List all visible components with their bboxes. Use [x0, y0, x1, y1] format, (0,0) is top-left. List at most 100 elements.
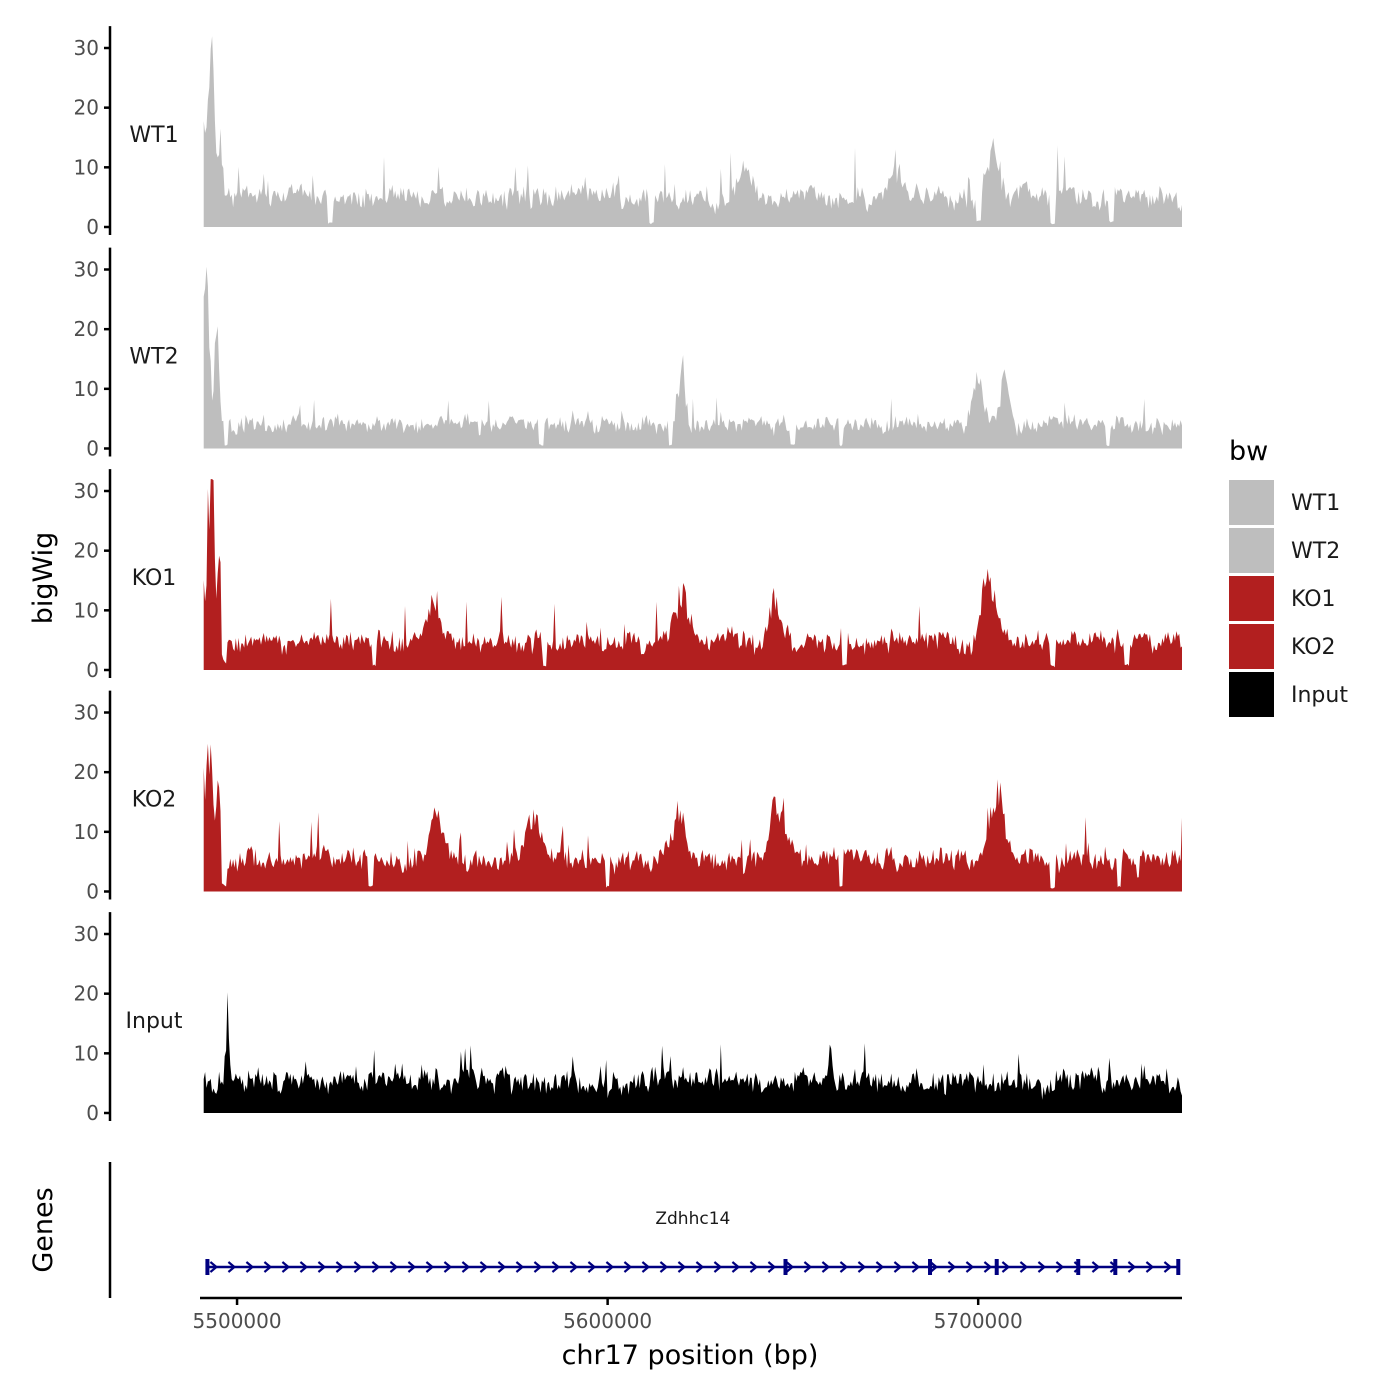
strand-arrow	[875, 1261, 885, 1273]
strand-arrow	[335, 1261, 345, 1273]
coverage-tracks: 0 10 20 30 WT1 0 10 20 30 WT2 0 10 20 30 KO1 0 10 20 30 KO2…	[74, 26, 1182, 1125]
legend-label: WT2	[1291, 539, 1340, 564]
legend-swatch-ko2	[1229, 624, 1274, 669]
coverage-area-input	[203, 992, 1182, 1113]
track-label: WT1	[129, 123, 178, 148]
strand-arrow	[569, 1261, 579, 1273]
track-input: 0 10 20 30 Input	[74, 912, 1182, 1125]
coverage-area-ko2	[203, 743, 1182, 892]
legend-swatch-ko1	[1229, 576, 1274, 621]
y-tick-label: 0	[86, 437, 99, 461]
legend-title: bw	[1229, 436, 1268, 467]
legend-swatch-input	[1229, 672, 1274, 717]
strand-arrow	[479, 1261, 489, 1273]
x-axis-title: chr17 position (bp)	[562, 1340, 819, 1371]
strand-arrow	[317, 1261, 327, 1273]
y-tick-label: 20	[74, 982, 99, 1006]
strand-arrow	[659, 1261, 669, 1273]
strand-arrow	[749, 1261, 759, 1273]
strand-arrow	[281, 1261, 291, 1273]
strand-arrow	[587, 1261, 597, 1273]
strand-arrow	[911, 1261, 921, 1273]
y-tick-label: 30	[74, 701, 99, 725]
track-wt1: 0 10 20 30 WT1	[74, 26, 1182, 239]
legend-swatch-wt2	[1229, 528, 1274, 573]
strand-arrow	[497, 1261, 507, 1273]
legend-label: Input	[1291, 683, 1348, 708]
coverage-area-ko1	[203, 479, 1182, 670]
y-tick-label: 20	[74, 96, 99, 120]
y-tick-label: 30	[74, 36, 99, 60]
y-tick-label: 10	[74, 377, 99, 401]
x-tick-label: 5500000	[193, 1309, 282, 1333]
strand-arrow	[839, 1261, 849, 1273]
strand-arrow	[605, 1261, 615, 1273]
y-tick-label: 10	[74, 155, 99, 179]
y-tick-label: 0	[86, 215, 99, 239]
strand-arrow	[389, 1261, 399, 1273]
gene-exon	[783, 1259, 788, 1275]
strand-arrow	[965, 1261, 975, 1273]
genes-axis-title: Genes	[28, 1187, 59, 1272]
strand-arrow	[767, 1261, 777, 1273]
gene-exon	[928, 1259, 933, 1275]
strand-arrow	[461, 1261, 471, 1273]
coverage-area-wt1	[203, 36, 1182, 227]
strand-arrow	[1127, 1261, 1137, 1273]
y-tick-label: 10	[74, 598, 99, 622]
strand-arrow	[731, 1261, 741, 1273]
strand-arrow	[1037, 1261, 1047, 1273]
track-wt2: 0 10 20 30 WT2	[74, 247, 1182, 461]
legend-label: KO2	[1291, 635, 1336, 660]
y-axis-title: bigWig	[28, 532, 59, 625]
strand-arrow	[893, 1261, 903, 1273]
strand-arrow	[821, 1261, 831, 1273]
strand-arrow	[371, 1261, 381, 1273]
strand-arrow	[425, 1261, 435, 1273]
y-tick-label: 20	[74, 317, 99, 341]
legend-label: WT1	[1291, 491, 1340, 516]
strand-arrow	[785, 1261, 795, 1273]
strand-arrow	[1163, 1261, 1173, 1273]
y-tick-label: 30	[74, 922, 99, 946]
y-tick-label: 30	[74, 479, 99, 503]
track-ko2: 0 10 20 30 KO2	[74, 690, 1182, 904]
strand-arrow	[857, 1261, 867, 1273]
strand-arrow	[209, 1261, 219, 1273]
strand-arrow	[1055, 1261, 1065, 1273]
strand-arrow	[533, 1261, 543, 1273]
strand-arrow	[677, 1261, 687, 1273]
y-tick-label: 0	[86, 880, 99, 904]
y-tick-label: 0	[86, 658, 99, 682]
strand-arrow	[803, 1261, 813, 1273]
strand-arrow	[263, 1261, 273, 1273]
strand-arrow	[1019, 1261, 1029, 1273]
strand-arrow	[1001, 1261, 1011, 1273]
track-label: KO2	[132, 788, 177, 813]
y-tick-label: 30	[74, 258, 99, 282]
strand-arrow	[695, 1261, 705, 1273]
gene-exon	[1176, 1259, 1181, 1275]
track-label: WT2	[129, 345, 178, 370]
strand-arrow	[515, 1261, 525, 1273]
y-tick-label: 20	[74, 539, 99, 563]
strand-arrow	[641, 1261, 651, 1273]
y-tick-label: 0	[86, 1101, 99, 1125]
strand-arrow	[551, 1261, 561, 1273]
x-axis: 5500000 5600000 5700000	[193, 1296, 1182, 1333]
strand-arrow	[407, 1261, 417, 1273]
legend-label: KO1	[1291, 587, 1336, 612]
track-ko1: 0 10 20 30 KO1	[74, 469, 1182, 682]
strand-arrow	[245, 1261, 255, 1273]
strand-arrow	[713, 1261, 723, 1273]
strand-arrow	[299, 1261, 309, 1273]
gene-track: Zdhhc14	[108, 1162, 1181, 1298]
y-tick-label: 10	[74, 1041, 99, 1065]
legend: bw WT1 WT2 KO1 KO2 Input	[1229, 436, 1348, 717]
gene-exon	[205, 1259, 210, 1275]
strand-arrow	[443, 1261, 453, 1273]
strand-arrow	[983, 1261, 993, 1273]
track-label: KO1	[132, 566, 177, 591]
y-tick-label: 20	[74, 760, 99, 784]
strand-arrow	[623, 1261, 633, 1273]
